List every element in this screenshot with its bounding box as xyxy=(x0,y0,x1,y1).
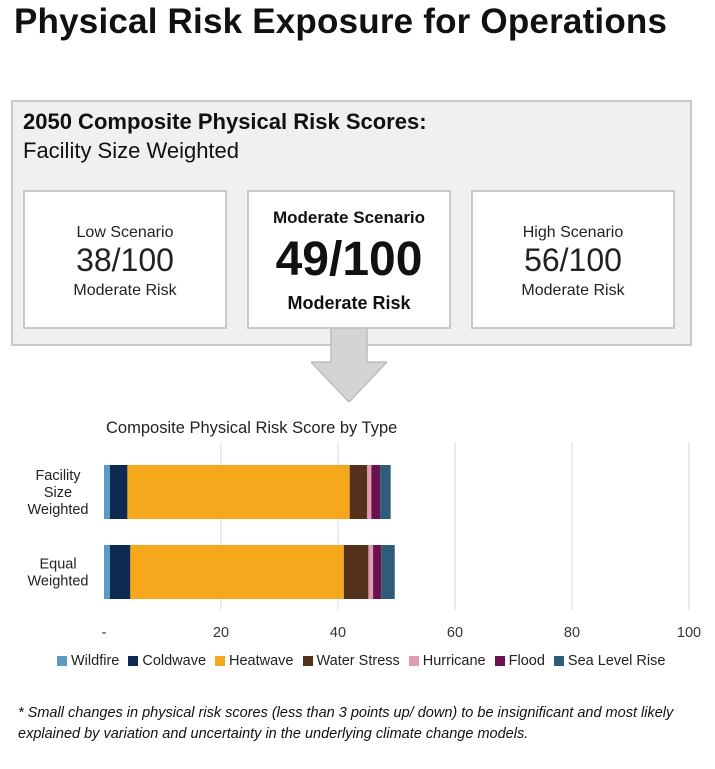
legend-swatch xyxy=(57,656,67,666)
high-scenario-card: High Scenario 56/100 Moderate Risk xyxy=(471,190,675,329)
legend-swatch xyxy=(553,656,564,666)
category-labels: Facility Size Weighted Equal Weighted xyxy=(28,468,89,590)
bar-segment-heatwave xyxy=(130,545,344,599)
scenario-name: Low Scenario xyxy=(76,224,174,241)
bar-segment-wildfire xyxy=(104,545,110,599)
legend-swatch xyxy=(215,656,226,666)
moderate-scenario-card: Moderate Scenario 49/100 Moderate Risk xyxy=(247,190,451,329)
category-label: Equal Weighted xyxy=(28,557,89,590)
legend-swatch xyxy=(302,656,313,666)
bar-segment-water-stress xyxy=(343,545,369,599)
chart-bars xyxy=(104,465,395,599)
legend-item: Coldwave xyxy=(128,653,206,669)
bar-segment-coldwave xyxy=(109,545,131,599)
legend-label: Heatwave xyxy=(229,653,294,669)
footnote: * Small changes in physical risk scores … xyxy=(18,705,674,742)
bar-segment-flood xyxy=(373,545,382,599)
chart-legend: Wildfire Coldwave Heatwave Water Stress Hurr… xyxy=(57,653,674,669)
x-tick-label: 80 xyxy=(564,625,580,641)
bar-segment-hurricane xyxy=(368,545,374,599)
bar-segment-flood xyxy=(371,465,381,519)
scenario-risk-level: Moderate Risk xyxy=(521,282,625,299)
x-tick-label: 20 xyxy=(213,625,229,641)
panel-subheading: Facility Size Weighted xyxy=(23,138,240,163)
x-tick-label: - xyxy=(102,625,107,641)
scenario-risk-level: Moderate Risk xyxy=(287,293,411,313)
scenario-name: High Scenario xyxy=(522,224,624,241)
scenario-score: 38/100 xyxy=(76,242,174,278)
panel-heading: 2050 Composite Physical Risk Scores: xyxy=(23,109,427,134)
legend-label: Hurricane xyxy=(422,653,486,669)
bar-segment-sea-level-rise xyxy=(380,465,391,519)
bar-segment-hurricane xyxy=(367,465,372,519)
x-tick-label: 40 xyxy=(330,625,346,641)
legend-swatch xyxy=(128,656,139,666)
scenario-name: Moderate Scenario xyxy=(272,208,426,227)
low-scenario-card: Low Scenario 38/100 Moderate Risk xyxy=(23,190,227,329)
legend-item: Water Stress xyxy=(302,653,400,669)
legend-swatch xyxy=(494,656,505,666)
bar-segment-heatwave xyxy=(127,465,350,519)
legend-label: Sea Level Rise xyxy=(567,653,666,669)
legend-swatch xyxy=(408,656,419,666)
bar-segment-water-stress xyxy=(349,465,368,519)
legend-label: Coldwave xyxy=(142,653,207,669)
page-title: Physical Risk Exposure for Operations xyxy=(14,2,668,41)
chart-title: Composite Physical Risk Score by Type xyxy=(106,419,398,437)
bar-segment-wildfire xyxy=(104,465,110,519)
composite-scores-panel: 2050 Composite Physical Risk Scores: Fac… xyxy=(11,100,692,346)
scenario-score: 56/100 xyxy=(524,242,622,278)
x-tick-label: 100 xyxy=(677,625,701,641)
scenario-risk-level: Moderate Risk xyxy=(73,282,177,299)
legend-item: Sea Level Rise xyxy=(553,653,666,669)
down-arrow-icon xyxy=(311,328,387,402)
bar-segment-sea-level-rise xyxy=(381,545,395,599)
stacked-bar-chart: Facility Size Weighted Equal Weighted - 20 40 6… xyxy=(28,442,702,641)
legend-label: Flood xyxy=(508,653,545,669)
legend-item: Flood xyxy=(494,653,545,669)
legend-label: Water Stress xyxy=(316,653,400,669)
bar-segment-coldwave xyxy=(109,465,128,519)
x-tick-label: 60 xyxy=(447,625,463,641)
category-label: Facility Size Weighted xyxy=(28,468,89,518)
scenario-score: 49/100 xyxy=(275,233,423,286)
legend-item: Wildfire xyxy=(57,653,119,669)
legend-item: Heatwave xyxy=(215,653,294,669)
legend-item: Hurricane xyxy=(408,653,486,669)
x-axis-ticks: - 20 40 60 80 100 xyxy=(102,625,702,641)
legend-label: Wildfire xyxy=(71,653,120,669)
